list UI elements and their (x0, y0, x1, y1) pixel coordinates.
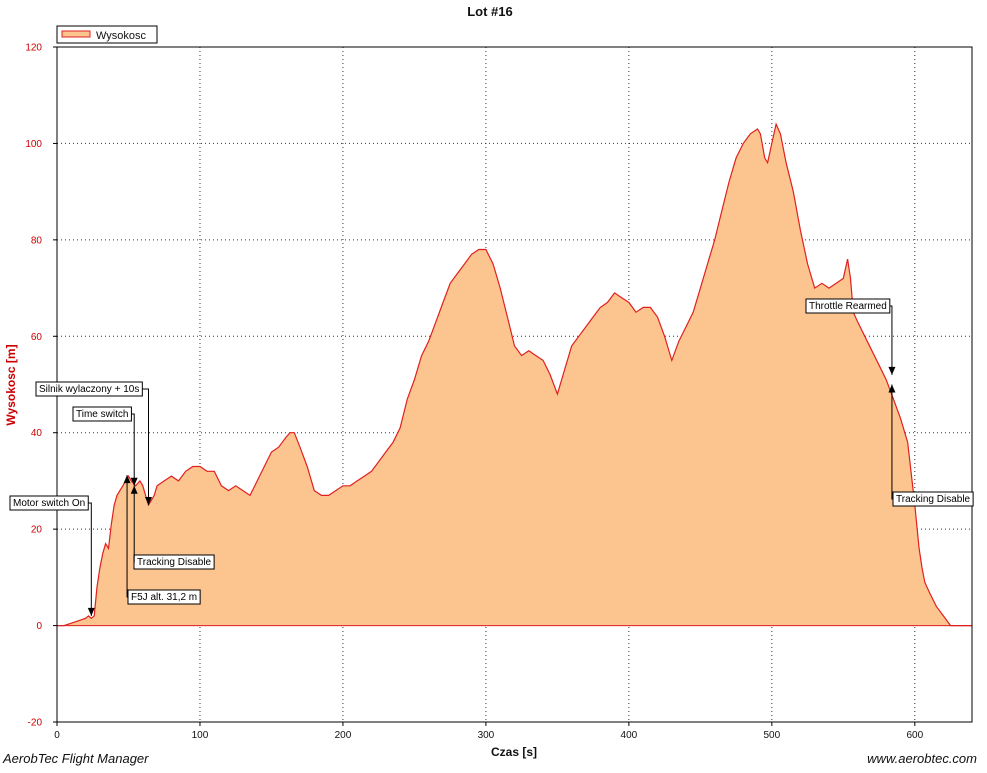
annotation-label: Tracking Disable (137, 557, 212, 568)
y-tick-label: 80 (31, 235, 43, 246)
legend-item-label: Wysokosc (96, 30, 147, 42)
legend-swatch (62, 31, 90, 37)
x-tick-label: 500 (764, 730, 781, 741)
x-tick-label: 300 (478, 730, 495, 741)
x-axis-label: Czas [s] (491, 745, 537, 759)
annotation-label: Time switch (76, 409, 128, 420)
annotation-label: Silnik wylaczony + 10s (39, 384, 139, 395)
website-link[interactable]: www.aerobtec.com (867, 751, 977, 766)
annotation-label: F5J alt. 31,2 m (131, 592, 197, 603)
annotation-label: Motor switch On (13, 498, 85, 509)
y-tick-label: 120 (25, 43, 42, 54)
y-tick-label: 20 (31, 525, 43, 536)
app-name: AerobTec Flight Manager (3, 751, 149, 766)
annotation-label: Throttle Rearmed (809, 301, 887, 312)
x-tick-label: 0 (54, 730, 60, 741)
annotation-label: Tracking Disable (896, 494, 971, 505)
y-tick-label: 100 (25, 139, 42, 150)
legend: Wysokosc (57, 26, 157, 43)
x-tick-label: 600 (906, 730, 923, 741)
y-axis-label: Wysokosc [m] (4, 344, 18, 425)
chart-title: Lot #16 (467, 4, 513, 19)
y-tick-label: 0 (36, 621, 42, 632)
x-tick-label: 100 (192, 730, 209, 741)
x-tick-label: 200 (335, 730, 352, 741)
x-tick-label: 400 (621, 730, 638, 741)
y-tick-label: -20 (28, 718, 43, 729)
y-tick-label: 40 (31, 428, 43, 439)
y-tick-label: 60 (31, 332, 43, 343)
